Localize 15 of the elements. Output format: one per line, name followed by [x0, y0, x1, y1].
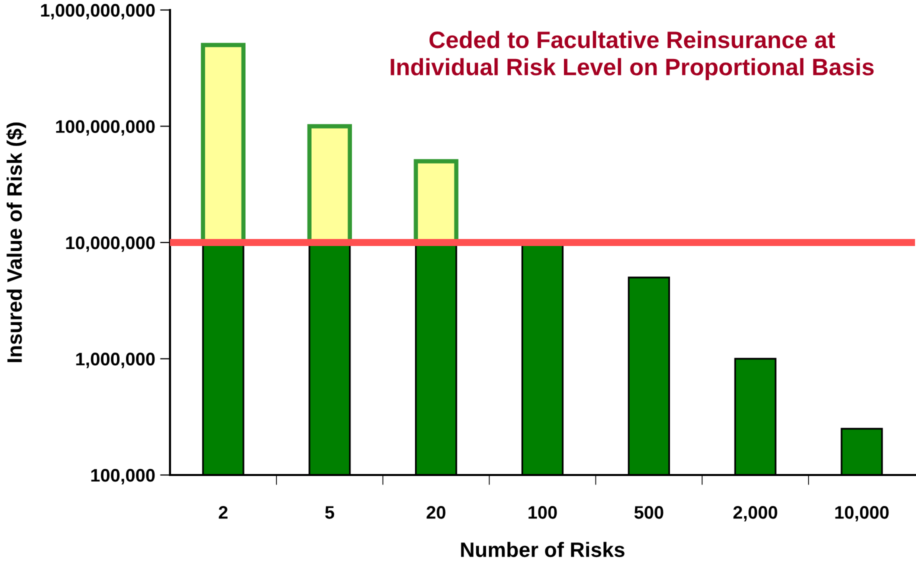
y-tick-label: 10,000,000: [66, 236, 155, 252]
y-tick-label: 1,000,000: [76, 352, 155, 368]
x-tick-label: 10,000: [835, 506, 889, 522]
y-tick-label: 100,000: [91, 468, 155, 484]
text: Ceded to Facultative Reinsurance at Individual Risk Level on Proportional Basis: [390, 30, 874, 80]
y-axis-title: Insured Value of Risk ($): [6, 122, 26, 362]
x-tick-label: 20: [426, 506, 446, 519]
x-tick-label: 2,000: [733, 506, 778, 522]
y-tick-label: 1,000,000,000: [41, 4, 155, 20]
x-axis-title: Number of Risks: [461, 542, 624, 558]
x-tick-label: 500: [634, 506, 664, 519]
x-tick-label: 100: [528, 506, 557, 519]
x-tick-label: 2: [218, 506, 228, 519]
x-tick-label: 5: [325, 506, 334, 519]
y-tick-label: 100,000,000: [56, 120, 155, 136]
